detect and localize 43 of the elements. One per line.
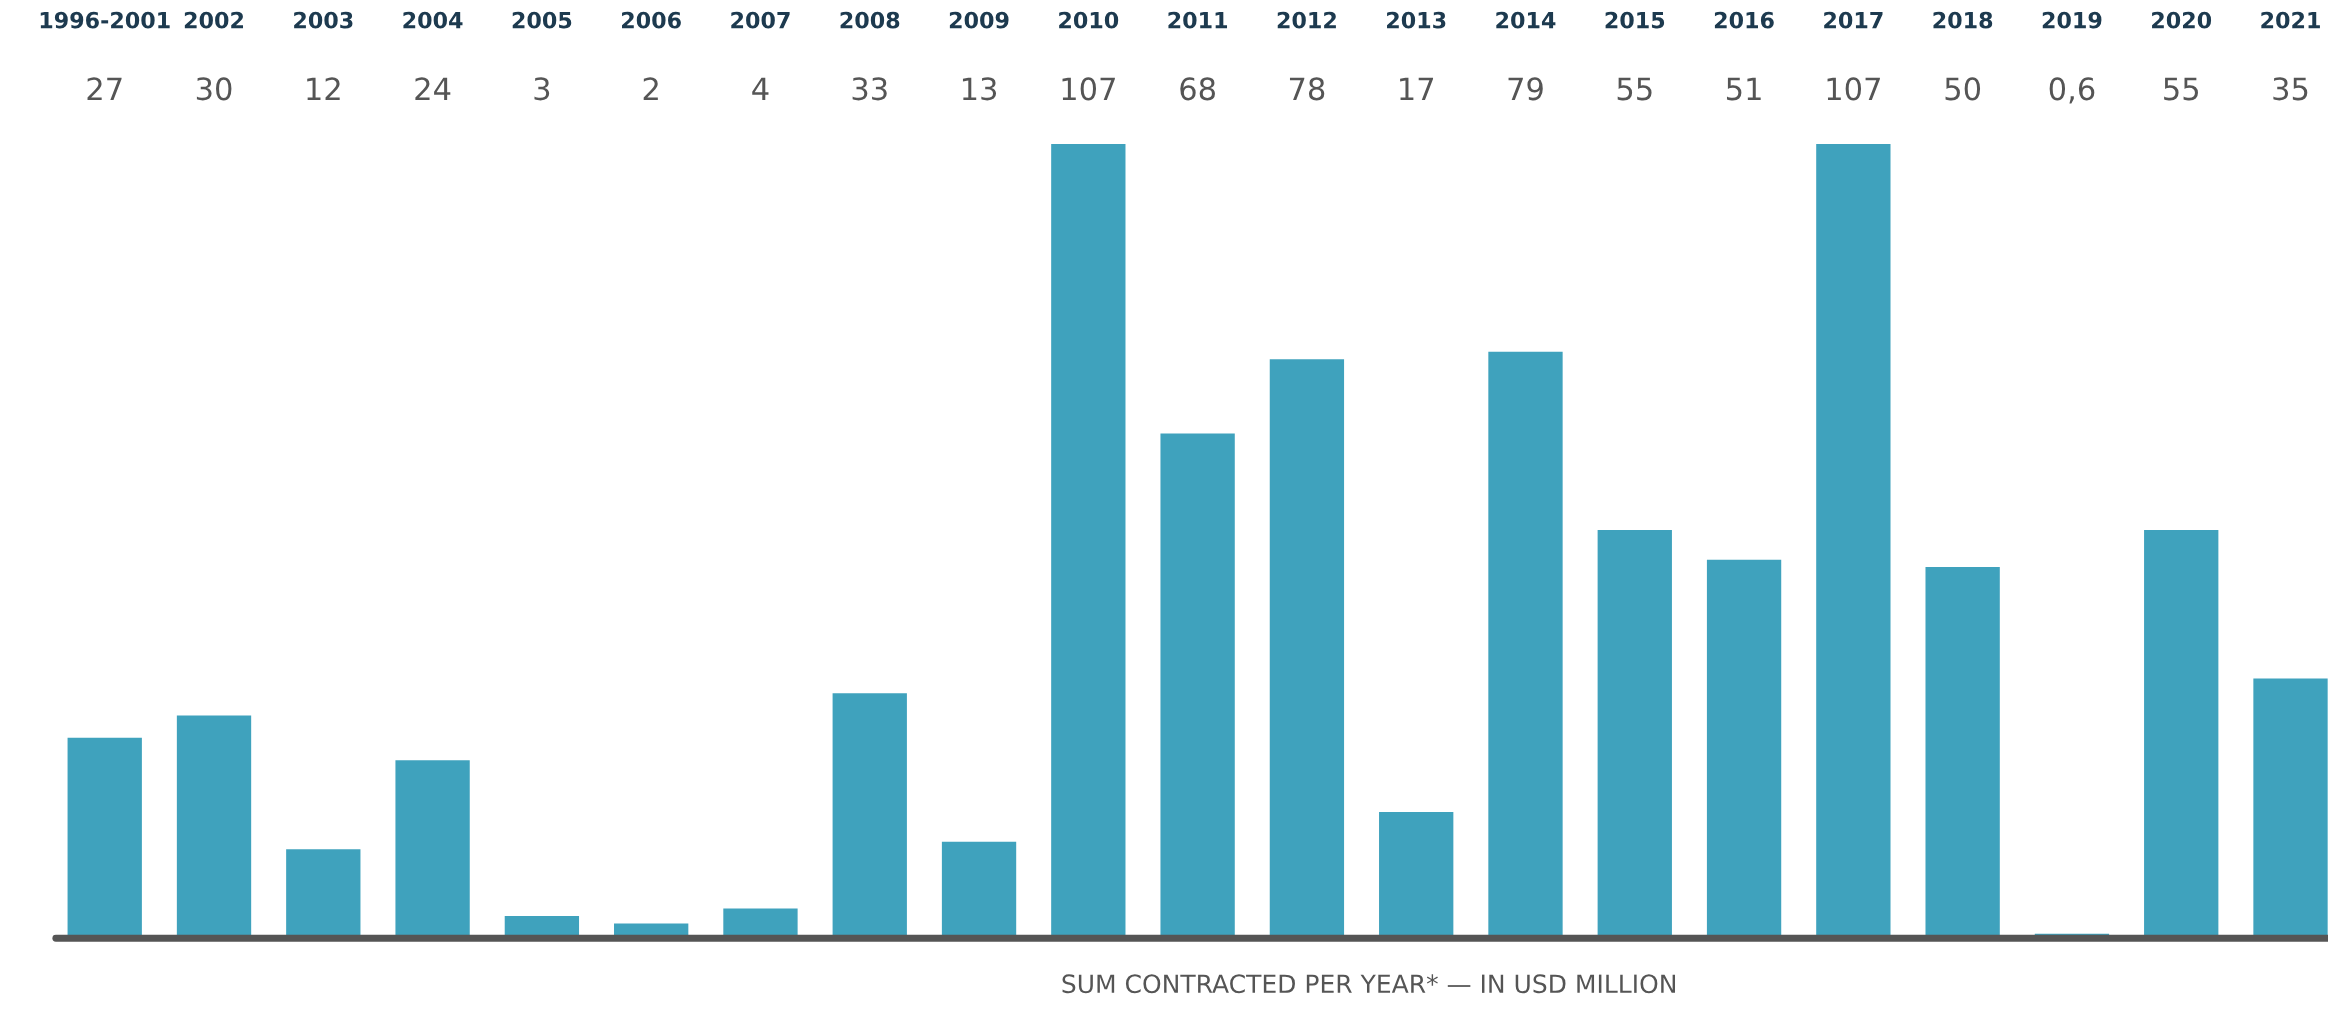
x-tick-label: 2008 <box>840 11 900 29</box>
x-tick-label: 2016 <box>1714 11 1774 29</box>
x-tick-label: 2003 <box>294 11 353 29</box>
x-tick-label: 2012 <box>1277 11 1336 29</box>
data-label: 3 <box>534 77 550 101</box>
x-tick-label: 2007 <box>731 11 790 29</box>
x-tick-label: 2011 <box>1168 11 1228 29</box>
data-label: 24 <box>415 77 451 100</box>
x-tick-label: 1996-2001 <box>40 11 170 29</box>
data-label: 13 <box>962 77 997 101</box>
data-label: 107 <box>1827 77 1880 101</box>
data-label: 35 <box>2273 77 2308 101</box>
x-tick-label: 2021 <box>2261 11 2320 29</box>
data-label: 51 <box>1726 77 1761 101</box>
data-label: 107 <box>1062 77 1115 101</box>
x-tick-label: 2009 <box>949 11 1009 29</box>
data-label: 0,6 <box>2049 77 2095 104</box>
data-label: 55 <box>2164 77 2198 101</box>
x-tick-label: 2004 <box>403 11 463 29</box>
data-label: 30 <box>196 77 232 101</box>
data-label: 12 <box>307 77 340 100</box>
x-tick-label: 2017 <box>1824 11 1883 29</box>
data-label: 68 <box>1180 77 1215 101</box>
x-tick-label: 2005 <box>512 11 572 29</box>
x-tick-label: 2019 <box>2042 11 2102 29</box>
x-tick-label: 2002 <box>184 11 244 29</box>
data-label: 2 <box>643 77 658 100</box>
data-label: 50 <box>1945 77 1981 101</box>
data-label: 17 <box>1400 77 1434 100</box>
data-label: 27 <box>87 77 122 100</box>
data-label: 79 <box>1508 77 1543 101</box>
x-tick-label: 2006 <box>622 11 681 29</box>
x-tick-label: 2010 <box>1059 11 1119 29</box>
data-label: 33 <box>852 77 887 101</box>
data-label: 55 <box>1617 77 1652 101</box>
x-tick-label: 2015 <box>1605 11 1665 29</box>
x-tick-label: 2014 <box>1496 11 1556 29</box>
x-tick-label: 2013 <box>1387 11 1446 29</box>
x-tick-label: 2018 <box>1933 11 1993 29</box>
data-label: 4 <box>752 77 769 100</box>
x-axis-title: SUM CONTRACTED PER YEAR* — IN USD MILLION <box>1062 974 1675 994</box>
data-label: 78 <box>1289 77 1325 101</box>
x-tick-label: 2020 <box>2152 11 2212 29</box>
